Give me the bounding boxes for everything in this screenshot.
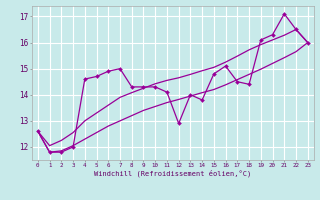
X-axis label: Windchill (Refroidissement éolien,°C): Windchill (Refroidissement éolien,°C) xyxy=(94,170,252,177)
